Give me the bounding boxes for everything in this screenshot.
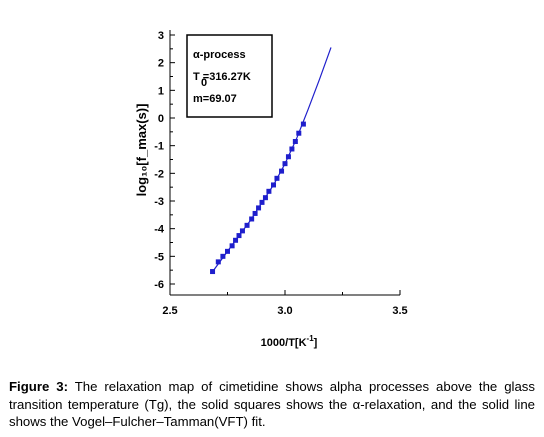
x-axis-title-base: 1000/T[K <box>261 337 307 349</box>
legend-line-2: T =316.27K <box>193 71 251 83</box>
axis-tick-labels: 3 2 1 0 -1 -2 -3 -4 -5 -6 2.5 3.0 3.5 <box>154 30 407 317</box>
legend-line-3: m=69.07 <box>193 93 237 105</box>
y-tick-label: -1 <box>154 141 164 153</box>
y-axis-title: log₁₀[f_max(s)] <box>134 104 149 197</box>
y-tick-label: -2 <box>154 168 164 180</box>
x-tick-label: 3.0 <box>277 305 292 317</box>
y-tick-label: 0 <box>158 113 164 125</box>
x-axis-title: 1000/T[K-1] <box>261 334 318 349</box>
x-tick-label: 3.5 <box>392 305 407 317</box>
figure-caption: Figure 3: The relaxation map of cimetidi… <box>9 378 535 431</box>
legend-line-1: α-process <box>193 49 246 61</box>
legend-box <box>186 34 273 118</box>
y-tick-label: 3 <box>158 30 164 42</box>
alpha-relaxation-point <box>215 259 221 265</box>
plot-layer <box>210 47 332 275</box>
y-tick-label: -4 <box>154 224 165 236</box>
y-tick-label: -5 <box>154 251 164 263</box>
y-tick-label: -3 <box>154 196 164 208</box>
y-tick-label: 1 <box>158 85 164 97</box>
y-tick-label: -6 <box>154 279 164 291</box>
x-axis-title-sup: -1 <box>307 334 315 343</box>
alpha-relaxation-point <box>300 121 306 127</box>
y-tick-label: 2 <box>158 58 164 70</box>
vft-fit-line <box>212 47 332 272</box>
legend-line-2-subscript: 0 <box>201 77 207 89</box>
x-tick-label: 2.5 <box>162 305 177 317</box>
alpha-relaxation-point <box>220 253 226 259</box>
relaxation-map-chart: 3 2 1 0 -1 -2 -3 -4 -5 -6 2.5 3.0 3.5 log₁₀[f_max(s)… <box>134 30 408 349</box>
axis-ticks <box>169 34 401 295</box>
caption-label: Figure 3: <box>9 379 68 394</box>
caption-text: The relaxation map of cimetidine shows a… <box>9 379 535 429</box>
x-axis-title-tail: ] <box>314 337 318 349</box>
